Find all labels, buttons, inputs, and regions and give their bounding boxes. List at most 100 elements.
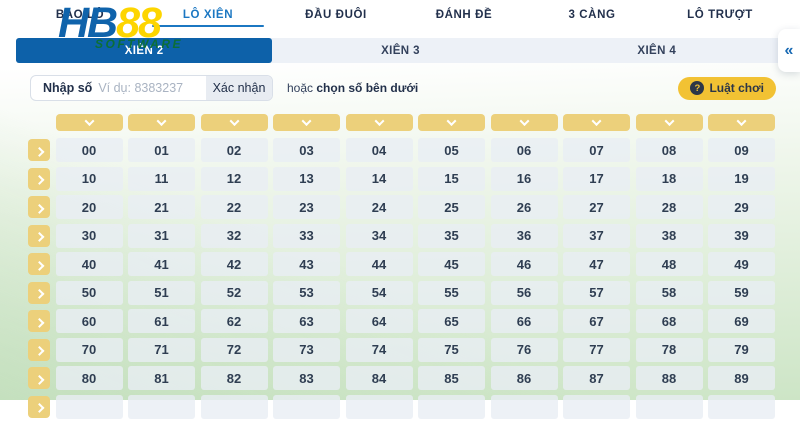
number-cell[interactable]: 69 bbox=[708, 309, 775, 333]
number-cell[interactable] bbox=[708, 394, 775, 419]
number-cell[interactable]: 39 bbox=[708, 223, 775, 248]
number-cell[interactable]: 28 bbox=[635, 195, 703, 219]
number-cell[interactable]: 34 bbox=[345, 223, 413, 248]
number-cell[interactable]: 41 bbox=[128, 252, 195, 276]
column-select-button-7[interactable] bbox=[563, 114, 630, 131]
rules-button[interactable]: ? Luật chơi bbox=[678, 76, 776, 100]
column-select-button-6[interactable] bbox=[490, 114, 558, 131]
number-cell[interactable]: 88 bbox=[635, 366, 703, 390]
number-cell[interactable]: 56 bbox=[490, 280, 558, 305]
number-cell[interactable]: 36 bbox=[490, 223, 558, 248]
column-select-button-9[interactable] bbox=[708, 114, 775, 131]
number-cell[interactable]: 75 bbox=[418, 337, 485, 362]
number-cell[interactable]: 63 bbox=[273, 309, 340, 333]
nav-tab-danh-de[interactable]: ĐÁNH ĐỀ bbox=[400, 0, 528, 30]
number-cell[interactable] bbox=[418, 394, 485, 419]
number-cell[interactable]: 60 bbox=[55, 309, 123, 333]
number-cell[interactable]: 53 bbox=[273, 280, 340, 305]
number-cell[interactable]: 52 bbox=[200, 280, 268, 305]
number-cell[interactable] bbox=[563, 394, 630, 419]
column-select-button-5[interactable] bbox=[418, 114, 485, 131]
number-cell[interactable]: 06 bbox=[490, 138, 558, 162]
number-cell[interactable]: 30 bbox=[55, 223, 123, 248]
number-cell[interactable]: 70 bbox=[55, 337, 123, 362]
row-expand-button[interactable] bbox=[28, 196, 50, 218]
row-expand-button[interactable] bbox=[28, 395, 50, 418]
number-cell[interactable]: 78 bbox=[635, 337, 703, 362]
number-cell[interactable]: 05 bbox=[418, 138, 485, 162]
number-cell[interactable]: 14 bbox=[345, 166, 413, 191]
number-cell[interactable]: 46 bbox=[490, 252, 558, 276]
number-cell[interactable]: 65 bbox=[418, 309, 485, 333]
number-cell[interactable]: 58 bbox=[635, 280, 703, 305]
number-cell[interactable]: 61 bbox=[128, 309, 195, 333]
number-cell[interactable]: 76 bbox=[490, 337, 558, 362]
number-cell[interactable]: 35 bbox=[418, 223, 485, 248]
number-cell[interactable]: 87 bbox=[563, 366, 630, 390]
number-cell[interactable]: 77 bbox=[563, 337, 630, 362]
number-cell[interactable]: 03 bbox=[273, 138, 340, 162]
number-cell[interactable]: 16 bbox=[490, 166, 558, 191]
number-cell[interactable]: 09 bbox=[708, 138, 775, 162]
number-cell[interactable]: 83 bbox=[273, 366, 340, 390]
number-cell[interactable]: 73 bbox=[273, 337, 340, 362]
nav-tab-dau-duoi[interactable]: ĐẦU ĐUÔI bbox=[272, 0, 400, 30]
number-cell[interactable]: 12 bbox=[200, 166, 268, 191]
row-expand-button[interactable] bbox=[28, 310, 50, 332]
number-cell[interactable]: 23 bbox=[273, 195, 340, 219]
number-cell[interactable]: 51 bbox=[128, 280, 195, 305]
number-cell[interactable]: 64 bbox=[345, 309, 413, 333]
nav-tab-lo-xien[interactable]: LÔ XIÊN bbox=[144, 0, 272, 30]
column-select-button-1[interactable] bbox=[128, 114, 195, 131]
number-cell[interactable]: 82 bbox=[200, 366, 268, 390]
number-cell[interactable]: 19 bbox=[708, 166, 775, 191]
number-cell[interactable]: 68 bbox=[635, 309, 703, 333]
number-cell[interactable] bbox=[345, 394, 413, 419]
number-cell[interactable]: 31 bbox=[128, 223, 195, 248]
column-select-button-2[interactable] bbox=[200, 114, 268, 131]
number-cell[interactable] bbox=[55, 394, 123, 419]
number-cell[interactable]: 08 bbox=[635, 138, 703, 162]
number-cell[interactable]: 45 bbox=[418, 252, 485, 276]
row-expand-button[interactable] bbox=[28, 338, 50, 361]
number-cell[interactable]: 74 bbox=[345, 337, 413, 362]
number-cell[interactable]: 33 bbox=[273, 223, 340, 248]
number-cell[interactable]: 79 bbox=[708, 337, 775, 362]
nav-tab-lo-truot[interactable]: LÔ TRƯỢT bbox=[656, 0, 784, 30]
row-expand-button[interactable] bbox=[28, 224, 50, 247]
number-cell[interactable]: 13 bbox=[273, 166, 340, 191]
number-cell[interactable]: 01 bbox=[128, 138, 195, 162]
number-cell[interactable]: 37 bbox=[563, 223, 630, 248]
column-select-button-3[interactable] bbox=[273, 114, 340, 131]
number-cell[interactable]: 48 bbox=[635, 252, 703, 276]
number-cell[interactable]: 26 bbox=[490, 195, 558, 219]
number-cell[interactable]: 27 bbox=[563, 195, 630, 219]
number-cell[interactable]: 62 bbox=[200, 309, 268, 333]
number-cell[interactable] bbox=[273, 394, 340, 419]
number-cell[interactable]: 72 bbox=[200, 337, 268, 362]
number-cell[interactable]: 86 bbox=[490, 366, 558, 390]
number-cell[interactable]: 10 bbox=[55, 166, 123, 191]
number-cell[interactable]: 18 bbox=[635, 166, 703, 191]
confirm-button[interactable]: Xác nhận bbox=[206, 76, 272, 100]
number-cell[interactable]: 49 bbox=[708, 252, 775, 276]
row-expand-button[interactable] bbox=[28, 367, 50, 389]
column-select-button-0[interactable] bbox=[55, 114, 123, 131]
number-cell[interactable] bbox=[200, 394, 268, 419]
sub-tab-xien-2[interactable]: XIÊN 2 bbox=[16, 38, 273, 63]
number-cell[interactable]: 42 bbox=[200, 252, 268, 276]
number-cell[interactable]: 07 bbox=[563, 138, 630, 162]
nav-tab-bao-lo[interactable]: BAO LÔ bbox=[16, 0, 144, 30]
number-cell[interactable]: 47 bbox=[563, 252, 630, 276]
number-cell[interactable]: 59 bbox=[708, 280, 775, 305]
number-cell[interactable]: 44 bbox=[345, 252, 413, 276]
number-cell[interactable]: 84 bbox=[345, 366, 413, 390]
nav-tab-3-cang[interactable]: 3 CÀNG bbox=[528, 0, 656, 30]
number-cell[interactable]: 57 bbox=[563, 280, 630, 305]
number-cell[interactable] bbox=[490, 394, 558, 419]
sub-tab-xien-3[interactable]: XIÊN 3 bbox=[272, 38, 528, 63]
number-cell[interactable]: 54 bbox=[345, 280, 413, 305]
number-cell[interactable]: 11 bbox=[128, 166, 195, 191]
sub-tab-xien-4[interactable]: XIÊN 4 bbox=[529, 38, 785, 63]
number-cell[interactable]: 71 bbox=[128, 337, 195, 362]
